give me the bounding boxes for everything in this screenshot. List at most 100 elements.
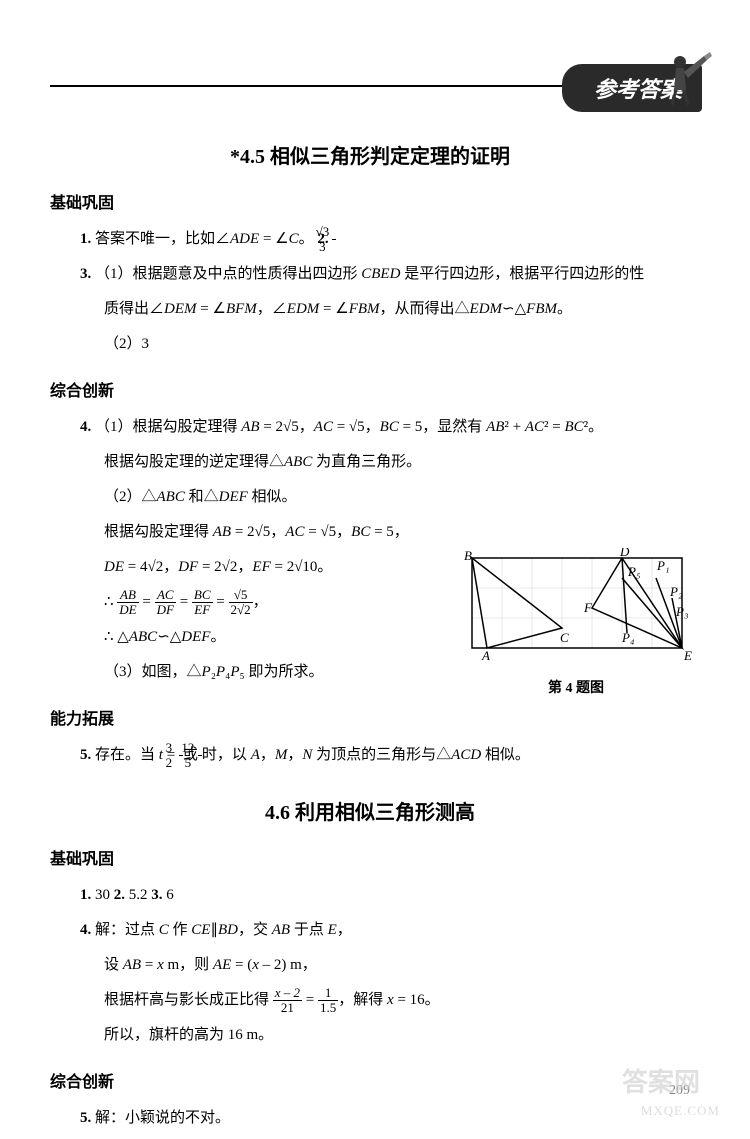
t: x — [157, 957, 164, 973]
label-P4: P₄ — [621, 630, 635, 645]
t: 根据勾股定理得 — [104, 524, 213, 540]
label-P3: P₃ — [675, 604, 688, 619]
t: P — [216, 664, 225, 680]
t: 根据杆高与影长成正比得 — [104, 992, 269, 1008]
n: 5. — [80, 1110, 91, 1126]
section-title-4-5: *4.5 相似三角形判定定理的证明 — [50, 140, 690, 169]
label-E: E — [683, 648, 692, 663]
t: 所以，旗杆的高为 16 m。 — [104, 1027, 273, 1043]
t: AC — [525, 419, 544, 435]
t: 相似。 — [481, 747, 530, 763]
s2-q4: 4. 解：过点 C 作 CE∥BD，交 AB 于点 E， — [80, 914, 690, 947]
t: 6 — [163, 887, 174, 903]
t: = 2√5， — [231, 524, 285, 540]
t: （3）如图，△ — [104, 664, 202, 680]
t: AB — [213, 524, 231, 540]
n: AC — [155, 588, 176, 603]
d: 21 — [273, 1001, 302, 1015]
t: = 2√5， — [260, 419, 314, 435]
heading-basic-1: 基础巩固 — [50, 189, 690, 213]
frac: ABDE — [117, 588, 138, 618]
t: BFM — [226, 301, 257, 317]
t: ADE — [230, 231, 259, 247]
t: 相似。 — [248, 489, 297, 505]
d: DE — [117, 603, 138, 617]
t: 3. — [151, 887, 162, 903]
frac: ACDF — [155, 588, 176, 618]
t: ²。 — [584, 419, 604, 435]
t: ， — [337, 922, 352, 938]
t: = 4√2， — [124, 559, 178, 575]
watermark-sub: MXQE.COM — [641, 1103, 720, 1119]
t: – 2) m， — [259, 957, 317, 973]
t: ∽△ — [157, 629, 181, 645]
t: = 2√10。 — [271, 559, 333, 575]
t: AB — [272, 922, 290, 938]
t: = 5， — [370, 524, 408, 540]
t: 质得出∠ — [104, 301, 164, 317]
t: x — [252, 957, 259, 973]
t: C — [289, 231, 299, 247]
s2-q4-prop: 根据杆高与影长成正比得 x – 221 = 11.5，解得 x = 16。 — [104, 984, 690, 1017]
t: DEM — [164, 301, 197, 317]
t: = — [141, 957, 157, 973]
t: ∽△ — [502, 301, 526, 317]
figure-caption: 第 4 题图 — [452, 677, 700, 697]
t: EDM — [470, 301, 503, 317]
t: BC — [351, 524, 370, 540]
t: AB — [486, 419, 504, 435]
t: 解：小颖说的不对。 — [95, 1110, 230, 1126]
t: BC — [565, 419, 584, 435]
t: DEF — [181, 629, 210, 645]
n: 4. — [80, 922, 91, 938]
t: E — [328, 922, 337, 938]
t: 。 — [557, 301, 572, 317]
t: ， — [253, 594, 268, 610]
t: BD — [218, 922, 238, 938]
t: AE — [213, 957, 231, 973]
t: 5.2 — [125, 887, 151, 903]
heading-ext-1: 能力拓展 — [50, 705, 690, 729]
t: = √5， — [304, 524, 351, 540]
t: CBED — [361, 266, 400, 282]
frac: BCEF — [192, 588, 213, 618]
q4-l3: （2）△ABC 和△DEF 相似。 — [104, 481, 690, 514]
t: ∴ △ — [104, 629, 129, 645]
label-P5: P₅ — [627, 564, 640, 579]
n: 1 — [318, 986, 338, 1001]
t: ， — [287, 747, 302, 763]
d: 2√2 — [229, 603, 253, 617]
n: AB — [117, 588, 138, 603]
figure-4: B A C D E F P₁ P₂ P₃ P₄ P₅ 第 4 题图 — [452, 548, 700, 697]
t: ACD — [451, 747, 481, 763]
label-P1: P₁ — [656, 558, 669, 573]
t: ² = — [544, 419, 564, 435]
t: ∴ — [104, 594, 117, 610]
t: P — [202, 664, 211, 680]
t: C — [159, 922, 169, 938]
t: 作 — [169, 922, 192, 938]
geometry-diagram: B A C D E F P₁ P₂ P₃ P₄ P₅ — [452, 548, 700, 668]
header-rule — [50, 85, 630, 87]
t: DE — [104, 559, 124, 575]
frac-sqrt3-3: √33 — [332, 225, 336, 255]
t: ， — [260, 747, 275, 763]
t: ，∠ — [257, 301, 287, 317]
label-D: D — [619, 548, 630, 559]
t: AC — [285, 524, 304, 540]
heading-comp-2: 综合创新 — [50, 1068, 690, 1092]
q1: 1. 答案不唯一，比如∠ADE = ∠C。 2. √33 — [80, 223, 690, 256]
t: DF — [178, 559, 198, 575]
heading-basic-2: 基础巩固 — [50, 845, 690, 869]
t: AB — [241, 419, 259, 435]
child-pencil-icon — [662, 50, 712, 110]
t: P — [230, 664, 239, 680]
t: = 5，显然有 — [399, 419, 486, 435]
t: 。 — [210, 629, 225, 645]
t: 是平行四边形，根据平行四边形的性 — [400, 266, 644, 282]
t: （1）根据题意及中点的性质得出四边形 — [95, 266, 361, 282]
t: ∥ — [210, 922, 218, 938]
n: x – 2 — [273, 986, 302, 1001]
t: ₅ 即为所求。 — [240, 664, 324, 680]
q4: 4. （1）根据勾股定理得 AB = 2√5，AC = √5，BC = 5，显然… — [80, 411, 690, 444]
